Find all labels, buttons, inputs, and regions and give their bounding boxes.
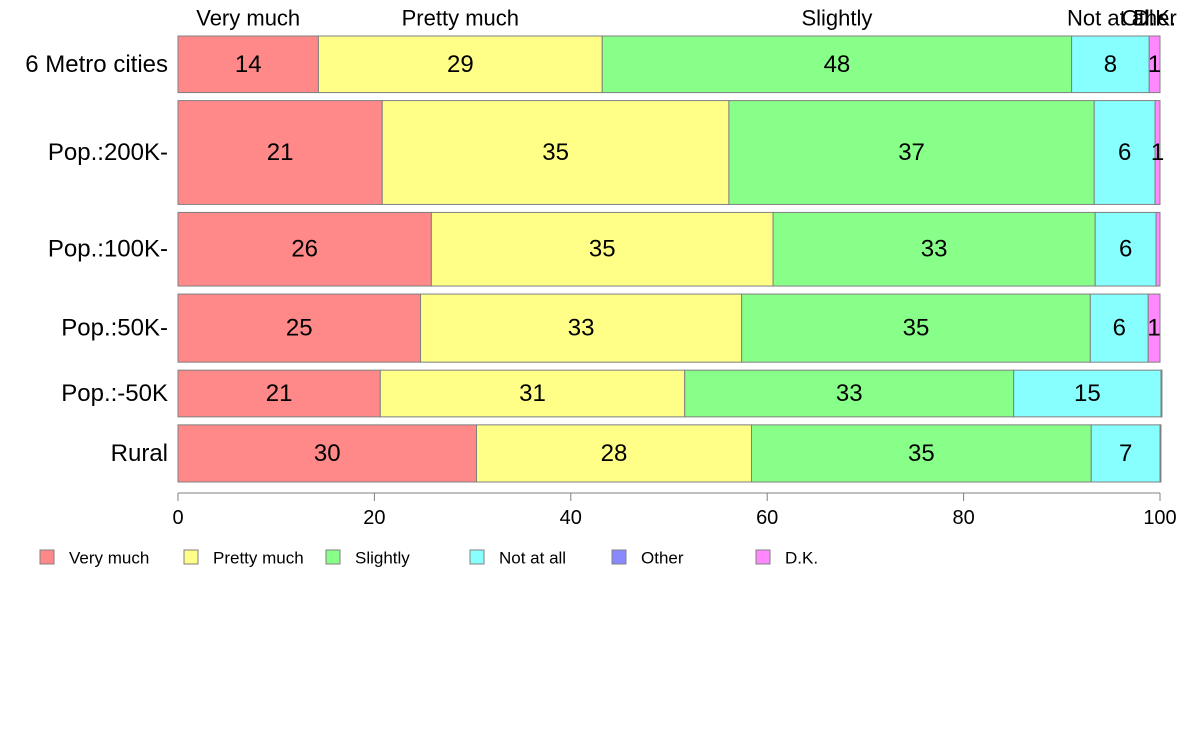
- data-label: 1: [1148, 51, 1161, 78]
- category-label: Pop.:200K-: [48, 139, 168, 166]
- bar-segment: [1148, 35, 1161, 94]
- bar-segment: [750, 424, 1092, 483]
- legend-entry-label: Slightly: [355, 549, 410, 568]
- legend-swatch: [469, 549, 485, 565]
- bar-segment: [728, 100, 1095, 205]
- bar-segment: [177, 369, 381, 418]
- category-label: Pop.:-50K: [61, 380, 168, 407]
- bar-segment: [177, 211, 432, 287]
- legend-swatch: [611, 549, 627, 565]
- legend-swatch: [39, 549, 55, 565]
- x-tick-label: 0: [172, 507, 183, 529]
- bar-segment: [1093, 100, 1156, 205]
- data-label: 29: [447, 51, 474, 78]
- data-label: 33: [568, 315, 595, 342]
- legend-swatch: [325, 549, 341, 565]
- top-category-label: Not at all: [1067, 6, 1154, 31]
- data-label: 1: [1147, 315, 1160, 342]
- bar-segment: [381, 100, 730, 205]
- data-label: 35: [542, 139, 569, 166]
- bar-segment: [476, 424, 752, 483]
- category-labels-group: 6 Metro cities Pop.:200K- Pop.:100K- Pop.:5…: [25, 51, 168, 467]
- bar-segment: [1160, 369, 1163, 418]
- legend-entry-label: Other: [641, 549, 684, 568]
- legend-swatch: [755, 549, 771, 565]
- bar-segment: [177, 424, 478, 483]
- bar-segment: [1090, 424, 1161, 483]
- data-label: 6: [1119, 236, 1132, 263]
- data-label: 37: [898, 139, 925, 166]
- bar-segment: [601, 35, 1073, 94]
- x-tick-label: 60: [756, 507, 778, 529]
- top-category-label: Pretty much: [402, 6, 519, 31]
- data-label: 35: [589, 236, 616, 263]
- category-label: Pop.:50K-: [61, 315, 168, 342]
- bar-segment: [420, 293, 743, 363]
- bar-segment: [1089, 293, 1149, 363]
- data-label: 35: [903, 315, 930, 342]
- x-axis: 0 20 40 60 80 100: [172, 492, 1177, 529]
- legend-entry-label: Pretty much: [213, 549, 304, 568]
- bar-segment: [430, 211, 774, 287]
- data-label: 15: [1074, 380, 1101, 407]
- data-label: 48: [824, 51, 851, 78]
- bar-segment: [1013, 369, 1162, 418]
- x-tick-label: 20: [363, 507, 385, 529]
- legend-entry-label: Not at all: [499, 549, 566, 568]
- bar-segment: [1155, 211, 1161, 287]
- bar-segment: [741, 293, 1091, 363]
- bar-segment: [177, 100, 383, 205]
- bar-segment: [1147, 293, 1161, 363]
- data-label: 6: [1118, 139, 1131, 166]
- data-label: 8: [1104, 51, 1117, 78]
- data-label: 26: [291, 236, 318, 263]
- x-tick-label: 80: [952, 507, 974, 529]
- data-label: 14: [235, 51, 262, 78]
- data-label: 35: [908, 440, 935, 467]
- data-label: 33: [836, 380, 863, 407]
- x-tick-label: 40: [560, 507, 582, 529]
- data-label: 28: [601, 440, 628, 467]
- bar-segment: [1159, 424, 1162, 483]
- top-category-label: Other: [1122, 6, 1177, 31]
- legend-entry-label: D.K.: [785, 549, 818, 568]
- bar-segment: [1094, 211, 1157, 287]
- bar-segment: [772, 211, 1096, 287]
- bar-segment: [379, 369, 686, 418]
- bar-segment: [684, 369, 1015, 418]
- data-label: 21: [267, 139, 294, 166]
- top-labels-group: Very much Pretty much Slightly Not at allOt…: [196, 6, 1176, 31]
- data-label: 31: [519, 380, 546, 407]
- data-label: 1: [1151, 139, 1164, 166]
- bar-labels-group: 14 29 48 8 121 35 37 6 126 35 33 625 33 35 6 121 31 33 153…: [235, 51, 1164, 467]
- bars-group: [177, 35, 1163, 483]
- legend: Very much Pretty much Slightly Not at all Ot…: [39, 549, 818, 568]
- top-category-label: Slightly: [801, 6, 872, 31]
- top-category-label: Very much: [196, 6, 300, 31]
- bar-segment: [317, 35, 603, 94]
- data-label: 21: [266, 380, 293, 407]
- legend-entry-label: Very much: [69, 549, 149, 568]
- bar-segment: [1071, 35, 1150, 94]
- data-label: 6: [1113, 315, 1126, 342]
- category-label: Pop.:100K-: [48, 236, 168, 263]
- data-label: 33: [921, 236, 948, 263]
- top-category-label: D.K.: [1133, 6, 1176, 31]
- bar-segment: [177, 293, 422, 363]
- legend-swatch: [183, 549, 199, 565]
- bar-segment: [1154, 100, 1161, 205]
- x-tick-label: 100: [1143, 507, 1176, 529]
- data-label: 7: [1119, 440, 1132, 467]
- data-label: 30: [314, 440, 341, 467]
- category-label: 6 Metro cities: [25, 51, 168, 78]
- category-label: Rural: [111, 440, 168, 467]
- bar-segment: [177, 35, 319, 94]
- data-label: 25: [286, 315, 313, 342]
